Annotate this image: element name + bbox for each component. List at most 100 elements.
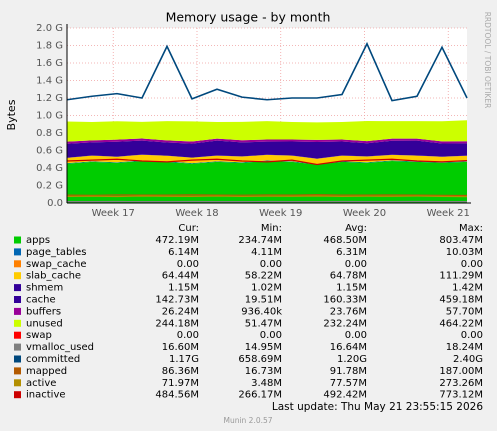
legend-swatch <box>14 319 21 327</box>
stat-value: 19.51M <box>245 295 282 306</box>
stat-value: 4.11M <box>251 247 282 258</box>
stat-value: 1.15M <box>168 283 199 294</box>
y-tick-label: 1.8 G <box>36 41 63 52</box>
area <box>67 140 467 159</box>
stat-value: 658.69M <box>238 354 282 365</box>
stat-value: 6.31M <box>336 247 367 258</box>
legend-swatch <box>14 260 21 268</box>
stat-value: 1.02M <box>251 283 282 294</box>
stat-value: 803.47M <box>439 235 483 246</box>
area <box>67 161 467 203</box>
stat-value: 1.42M <box>452 283 483 294</box>
legend-label: slab_cache <box>26 271 81 282</box>
area <box>67 120 467 142</box>
stat-value: 26.24M <box>162 306 199 317</box>
stat-value: 91.78M <box>330 366 367 377</box>
legend-swatch <box>14 284 21 292</box>
stat-value: 51.47M <box>245 318 282 329</box>
stat-value: 64.44M <box>162 271 199 282</box>
x-tick-label: Week 17 <box>92 208 135 219</box>
stat-value: 234.74M <box>238 235 282 246</box>
legend-swatch <box>14 248 21 256</box>
x-tick-label: Week 20 <box>343 208 386 219</box>
column-header: Min: <box>261 223 282 234</box>
stat-value: 10.03M <box>446 247 483 258</box>
stat-value: 160.33M <box>323 295 367 306</box>
legend-label: unused <box>26 318 63 329</box>
stat-value: 0.00 <box>260 259 282 270</box>
data <box>66 41 468 203</box>
legend-swatch <box>14 379 21 387</box>
y-tick-label: 0.4 G <box>36 163 63 174</box>
stat-value: 0.00 <box>177 330 199 341</box>
y-tick-label: 0.8 G <box>36 128 63 139</box>
stat-value: 64.78M <box>330 271 367 282</box>
stat-value: 0.00 <box>177 259 199 270</box>
legend-swatch <box>14 331 21 339</box>
stat-value: 1.20G <box>337 354 367 365</box>
stat-value: 16.64M <box>330 342 367 353</box>
y-tick-label: 0.2 G <box>36 181 63 192</box>
legend-swatch <box>14 391 21 399</box>
legend-swatch <box>14 367 21 375</box>
legend-swatch <box>14 272 21 280</box>
stat-value: 142.73M <box>155 295 199 306</box>
x-tick-label: Week 18 <box>175 208 218 219</box>
legend-label: swap <box>26 330 52 341</box>
legend-label: page_tables <box>26 247 87 258</box>
column-header: Avg: <box>345 223 367 234</box>
stat-value: 0.00 <box>345 259 367 270</box>
stat-value: 77.57M <box>330 378 367 389</box>
stat-value: 468.50M <box>323 235 367 246</box>
y-tick-label: 0.0 <box>47 198 63 209</box>
legend-label: committed <box>26 354 80 365</box>
chart-title: Memory usage - by month <box>166 10 331 25</box>
stat-value: 14.95M <box>245 342 282 353</box>
legend-label: active <box>26 378 56 389</box>
stat-value: 6.14M <box>168 247 199 258</box>
column-header: Cur: <box>178 223 199 234</box>
legend-swatch <box>14 355 21 363</box>
stat-value: 773.12M <box>439 390 483 401</box>
legend-swatch <box>14 307 21 315</box>
legend-swatch <box>14 296 21 303</box>
area <box>67 138 467 144</box>
legend-label: vmalloc_used <box>26 342 94 353</box>
legend-swatch <box>14 236 21 244</box>
y-tick-label: 2.0 G <box>36 23 63 34</box>
area <box>67 154 467 164</box>
stat-value: 232.24M <box>323 318 367 329</box>
y-tick-label: 1.6 G <box>36 58 63 69</box>
stat-value: 492.42M <box>323 390 367 401</box>
stat-value: 484.56M <box>155 390 199 401</box>
x-tick-label: Week 21 <box>427 208 470 219</box>
line <box>66 41 468 102</box>
y-tick-label: 1.4 G <box>36 76 63 87</box>
stat-value: 1.17G <box>169 354 199 365</box>
stat-value: 1.15M <box>336 283 367 294</box>
stat-value: 18.24M <box>446 342 483 353</box>
y-tick-label: 1.0 G <box>36 111 63 122</box>
legend-label: mapped <box>26 366 67 377</box>
side-text: RRDTOOL / TOBI OETIKER <box>483 12 492 109</box>
stat-value: 3.48M <box>251 378 282 389</box>
stat-value: 16.60M <box>162 342 199 353</box>
stat-value: 111.29M <box>439 271 483 282</box>
line <box>66 194 468 197</box>
stat-value: 23.76M <box>330 306 367 317</box>
stat-value: 0.00 <box>345 330 367 341</box>
stat-value: 459.18M <box>439 295 483 306</box>
stat-value: 58.22M <box>245 271 282 282</box>
last-update: Last update: Thu May 21 23:55:15 2026 <box>272 401 483 413</box>
legend-label: inactive <box>26 390 66 401</box>
stat-value: 2.40G <box>453 354 483 365</box>
y-axis-label: Bytes <box>5 99 18 130</box>
legend-label: swap_cache <box>26 259 86 270</box>
stat-value: 187.00M <box>439 366 483 377</box>
stat-value: 16.73M <box>245 366 282 377</box>
stat-value: 464.22M <box>439 318 483 329</box>
legend-label: shmem <box>26 283 63 294</box>
stat-value: 472.19M <box>155 235 199 246</box>
